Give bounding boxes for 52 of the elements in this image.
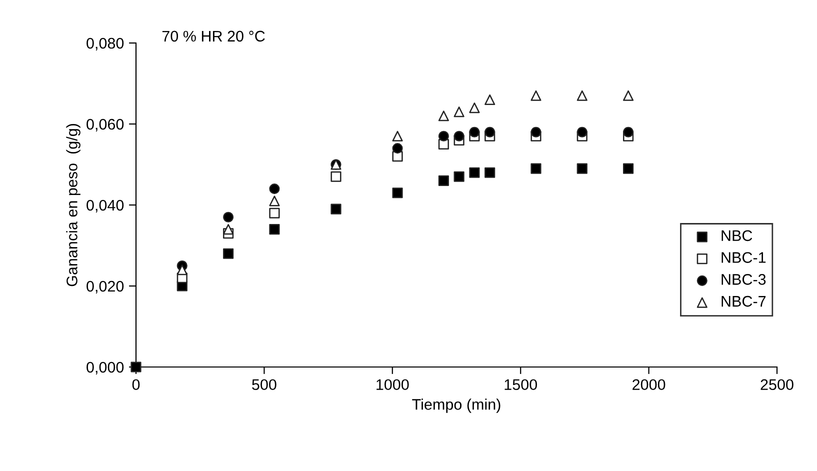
point [269, 184, 280, 194]
x-tick-label: 0 [132, 379, 140, 390]
legend-label: NBC-7 [722, 296, 766, 307]
point [530, 163, 542, 174]
y-tick-label: 0,040 [86, 200, 124, 212]
point [392, 143, 403, 154]
point [484, 167, 496, 178]
point [484, 126, 496, 138]
point [330, 171, 342, 182]
point [469, 102, 480, 114]
point [576, 163, 588, 174]
y-axis-title: Ganancia en peso (g/g) [66, 124, 80, 286]
point [223, 212, 234, 222]
point [176, 264, 188, 276]
point [223, 248, 234, 259]
x-tick-label: 500 [252, 379, 276, 390]
point [623, 163, 634, 174]
point [454, 130, 464, 142]
point [623, 90, 634, 101]
point [392, 188, 403, 198]
point [530, 90, 542, 101]
legend-label: NBC [722, 230, 752, 242]
point [269, 196, 280, 206]
legend-label: NBC-1 [722, 252, 766, 263]
point [623, 126, 634, 138]
x-tick-label: 1000 [376, 379, 409, 390]
point [392, 130, 403, 142]
y-tick-label: 0,020 [86, 280, 124, 294]
point [223, 224, 234, 235]
point [469, 126, 480, 138]
y-tick-label: 0,060 [86, 118, 124, 132]
point [530, 126, 542, 138]
point [576, 126, 588, 138]
x-tick-label: 2000 [632, 379, 666, 390]
point [484, 94, 496, 105]
y-tick-label: 0,080 [86, 38, 124, 50]
point [438, 175, 449, 186]
point [438, 130, 449, 142]
x-tick-label: 2500 [760, 379, 794, 390]
point [438, 110, 449, 122]
point [269, 208, 280, 218]
point [454, 106, 464, 118]
text: 70 % HR 20 °C [162, 30, 265, 42]
x-tick-label: 1500 [504, 379, 537, 390]
point [454, 171, 464, 182]
point [469, 167, 480, 178]
legend-label: NBC-3 [722, 274, 766, 285]
point [330, 204, 342, 214]
y-tick-label: 0,000 [86, 362, 124, 374]
point [576, 90, 588, 101]
x-axis-title: Tiempo (min) [412, 398, 500, 413]
point [269, 224, 280, 235]
